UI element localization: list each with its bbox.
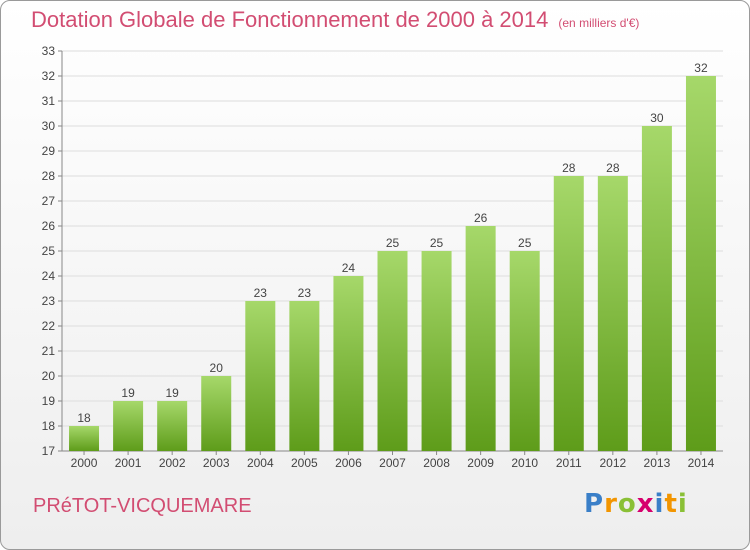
x-tick-label-2011: 2011 bbox=[556, 456, 582, 470]
x-tick-label-2013: 2013 bbox=[644, 456, 671, 470]
value-label-2014: 32 bbox=[694, 61, 708, 75]
bar-2005 bbox=[289, 301, 320, 451]
value-label-2000: 18 bbox=[77, 411, 91, 425]
y-tick-label: 33 bbox=[42, 44, 56, 58]
value-label-2009: 26 bbox=[474, 211, 488, 225]
logo-letter: i bbox=[654, 489, 665, 519]
logo-letter: t bbox=[664, 489, 678, 519]
y-tick-label: 29 bbox=[42, 144, 56, 158]
x-tick-label-2006: 2006 bbox=[335, 456, 362, 470]
value-label-2002: 19 bbox=[165, 386, 179, 400]
bar-2001 bbox=[113, 401, 144, 451]
chart-title: Dotation Globale de Fonctionnement de 20… bbox=[31, 7, 639, 33]
x-tick-label-2004: 2004 bbox=[247, 456, 274, 470]
x-tick-label-2010: 2010 bbox=[511, 456, 538, 470]
value-label-2007: 25 bbox=[386, 236, 400, 250]
bar-2008 bbox=[421, 251, 452, 451]
bar-2006 bbox=[333, 276, 364, 451]
logo-letter: x bbox=[636, 489, 655, 519]
x-tick-label-2007: 2007 bbox=[379, 456, 406, 470]
x-tick-label-2012: 2012 bbox=[599, 456, 626, 470]
value-label-2011: 28 bbox=[562, 161, 576, 175]
y-tick-label: 18 bbox=[42, 419, 56, 433]
y-tick-label: 31 bbox=[42, 94, 56, 108]
y-tick-label: 26 bbox=[42, 219, 56, 233]
y-tick-label: 19 bbox=[42, 394, 56, 408]
y-tick-label: 32 bbox=[42, 69, 56, 83]
bar-2011 bbox=[553, 176, 584, 451]
value-label-2010: 25 bbox=[518, 236, 532, 250]
bar-2012 bbox=[597, 176, 628, 451]
value-label-2004: 23 bbox=[254, 286, 268, 300]
bar-2010 bbox=[509, 251, 540, 451]
value-label-2008: 25 bbox=[430, 236, 444, 250]
x-tick-label-2008: 2008 bbox=[423, 456, 450, 470]
y-tick-label: 23 bbox=[42, 294, 56, 308]
value-label-2001: 19 bbox=[121, 386, 135, 400]
y-tick-label: 24 bbox=[42, 269, 56, 283]
bar-2003 bbox=[201, 376, 232, 451]
value-label-2012: 28 bbox=[606, 161, 620, 175]
x-tick-label-2005: 2005 bbox=[291, 456, 318, 470]
logo-letter: i bbox=[677, 489, 688, 519]
logo-letter: o bbox=[617, 489, 637, 519]
value-label-2005: 23 bbox=[298, 286, 312, 300]
y-tick-label: 22 bbox=[42, 319, 56, 333]
y-tick-label: 28 bbox=[42, 169, 56, 183]
y-tick-label: 25 bbox=[42, 244, 56, 258]
unit-label: (en milliers d'€) bbox=[558, 16, 640, 30]
logo-letter: P bbox=[584, 489, 605, 519]
value-label-2003: 20 bbox=[210, 361, 224, 375]
x-axis: 2000 2001 2002 2003 2004 2005 2006 2007 2008 2009… bbox=[71, 451, 715, 470]
y-tick-label: 21 bbox=[42, 344, 56, 358]
value-label-2013: 30 bbox=[650, 111, 664, 125]
logo-letter: r bbox=[604, 489, 618, 519]
y-tick-label: 27 bbox=[42, 194, 56, 208]
x-tick-label-2001: 2001 bbox=[115, 456, 142, 470]
y-tick-label: 17 bbox=[42, 444, 56, 458]
bars bbox=[69, 76, 716, 451]
bar-2002 bbox=[157, 401, 188, 451]
title-text: Dotation Globale de Fonctionnement de 20… bbox=[31, 7, 549, 32]
commune-name: PRéTOT-VICQUEMARE bbox=[33, 495, 252, 517]
x-tick-label-2009: 2009 bbox=[467, 456, 494, 470]
bar-2004 bbox=[245, 301, 276, 451]
y-tick-label: 30 bbox=[42, 119, 56, 133]
bar-2014 bbox=[685, 76, 716, 451]
value-label-2006: 24 bbox=[342, 261, 356, 275]
value-labels: 18 19 19 20 23 23 24 25 25 26 25 28 28 30 32 bbox=[77, 61, 708, 425]
x-tick-label-2014: 2014 bbox=[688, 456, 715, 470]
bar-2000 bbox=[69, 426, 100, 451]
bar-2009 bbox=[465, 226, 496, 451]
proxiti-logo: Proxiti bbox=[584, 489, 688, 519]
bar-2013 bbox=[641, 126, 672, 451]
x-tick-label-2002: 2002 bbox=[159, 456, 186, 470]
y-tick-label: 20 bbox=[42, 369, 56, 383]
x-tick-label-2000: 2000 bbox=[71, 456, 98, 470]
bar-2007 bbox=[377, 251, 408, 451]
x-tick-label-2003: 2003 bbox=[203, 456, 230, 470]
